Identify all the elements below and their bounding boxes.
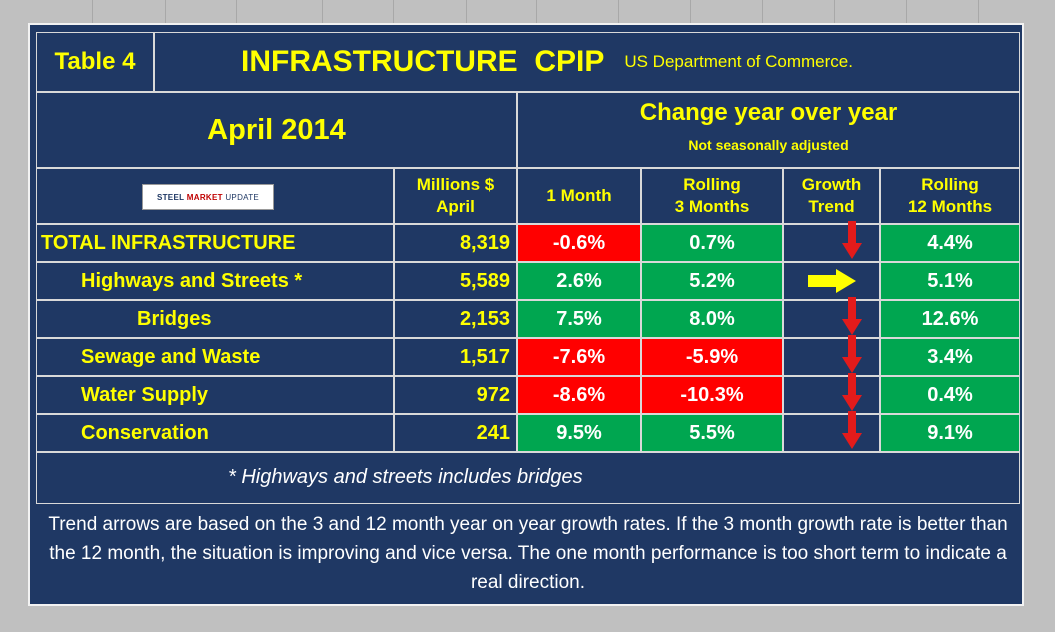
growth-trend-cell — [783, 297, 880, 338]
one-month-value: -7.6% — [517, 338, 641, 376]
growth-trend-cell — [783, 411, 880, 452]
trend-down-arrow-icon — [842, 373, 862, 411]
growth-trend-cell — [783, 373, 880, 414]
millions-line2: April — [436, 197, 475, 216]
row-label: TOTAL INFRASTRUCTURE — [36, 224, 394, 262]
growth-line2: Trend — [808, 197, 855, 216]
millions-value: 8,319 — [394, 224, 517, 262]
column-header-rolling12: Rolling 12 Months — [880, 168, 1020, 224]
rolling3-line2: 3 Months — [674, 197, 750, 216]
one-month-value: 9.5% — [517, 414, 641, 452]
column-header-millions: Millions $ April — [394, 168, 517, 224]
one-month-value: -0.6% — [517, 224, 641, 262]
row-label: Bridges — [36, 300, 394, 338]
one-month-label: 1 Month — [546, 186, 612, 205]
title-bar: INFRASTRUCTURE CPIP US Department of Com… — [154, 32, 1020, 92]
rolling3-line1: Rolling — [683, 175, 741, 194]
trend-down-arrow-icon — [842, 297, 862, 335]
rolling12-line2: 12 Months — [907, 197, 993, 216]
rolling3-value: 0.7% — [641, 224, 783, 262]
source-label: US Department of Commerce. — [624, 52, 853, 71]
footnote-cell — [36, 452, 1020, 504]
rolling12-value: 3.4% — [880, 338, 1020, 376]
rolling3-value: -5.9% — [641, 338, 783, 376]
growth-trend-cell — [783, 221, 880, 262]
rolling3-value: 8.0% — [641, 300, 783, 338]
spreadsheet-gridlines — [0, 0, 1055, 28]
logo-cell: STEEL MARKET UPDATE — [36, 168, 394, 224]
column-header-growth-trend: Growth Trend — [783, 168, 880, 224]
rolling12-value: 5.1% — [880, 262, 1020, 300]
one-month-value: 7.5% — [517, 300, 641, 338]
trend-explanation: Trend arrows are based on the 3 and 12 m… — [48, 514, 1008, 593]
rolling12-value: 9.1% — [880, 414, 1020, 452]
period-title: April 2014 — [36, 92, 517, 168]
trend-down-arrow-icon — [842, 335, 862, 373]
millions-value: 241 — [394, 414, 517, 452]
one-month-value: -8.6% — [517, 376, 641, 414]
one-month-value: 2.6% — [517, 262, 641, 300]
change-header-title: Change year over year — [639, 99, 898, 126]
logo-word-update: UPDATE — [225, 192, 260, 202]
trend-down-arrow-icon — [842, 221, 862, 259]
growth-trend-cell — [783, 335, 880, 376]
row-label: Highways and Streets * — [36, 262, 394, 300]
millions-value: 972 — [394, 376, 517, 414]
rolling12-value: 0.4% — [880, 376, 1020, 414]
footnote: * Highways and streets includes bridges — [228, 466, 583, 488]
column-header-rolling3: Rolling 3 Months — [641, 168, 783, 224]
row-label: Water Supply — [36, 376, 394, 414]
column-header-one-month: 1 Month — [517, 168, 641, 224]
rolling12-value: 12.6% — [880, 300, 1020, 338]
trend-right-arrow-icon — [807, 269, 856, 293]
logo-word-steel: STEEL — [156, 192, 185, 202]
growth-trend-cell — [783, 262, 880, 300]
rolling3-value: -10.3% — [641, 376, 783, 414]
millions-value: 2,153 — [394, 300, 517, 338]
rolling3-value: 5.2% — [641, 262, 783, 300]
row-label: Conservation — [36, 414, 394, 452]
millions-value: 1,517 — [394, 338, 517, 376]
row-label: Sewage and Waste — [36, 338, 394, 376]
trend-down-arrow-icon — [842, 411, 862, 449]
rolling12-line1: Rolling — [921, 175, 979, 194]
rolling12-value: 4.4% — [880, 224, 1020, 262]
adjustment-note: Not seasonally adjusted — [688, 137, 849, 153]
page-title: INFRASTRUCTURE CPIP — [241, 45, 605, 78]
millions-value: 5,589 — [394, 262, 517, 300]
logo-word-market: MARKET — [186, 192, 223, 202]
change-header: Change year over year Not seasonally adj… — [517, 92, 1020, 168]
growth-line1: Growth — [801, 175, 862, 194]
millions-line1: Millions $ — [416, 175, 495, 194]
table-label: Table 4 — [36, 32, 154, 92]
steel-market-update-logo: STEEL MARKET UPDATE — [142, 184, 274, 210]
rolling3-value: 5.5% — [641, 414, 783, 452]
